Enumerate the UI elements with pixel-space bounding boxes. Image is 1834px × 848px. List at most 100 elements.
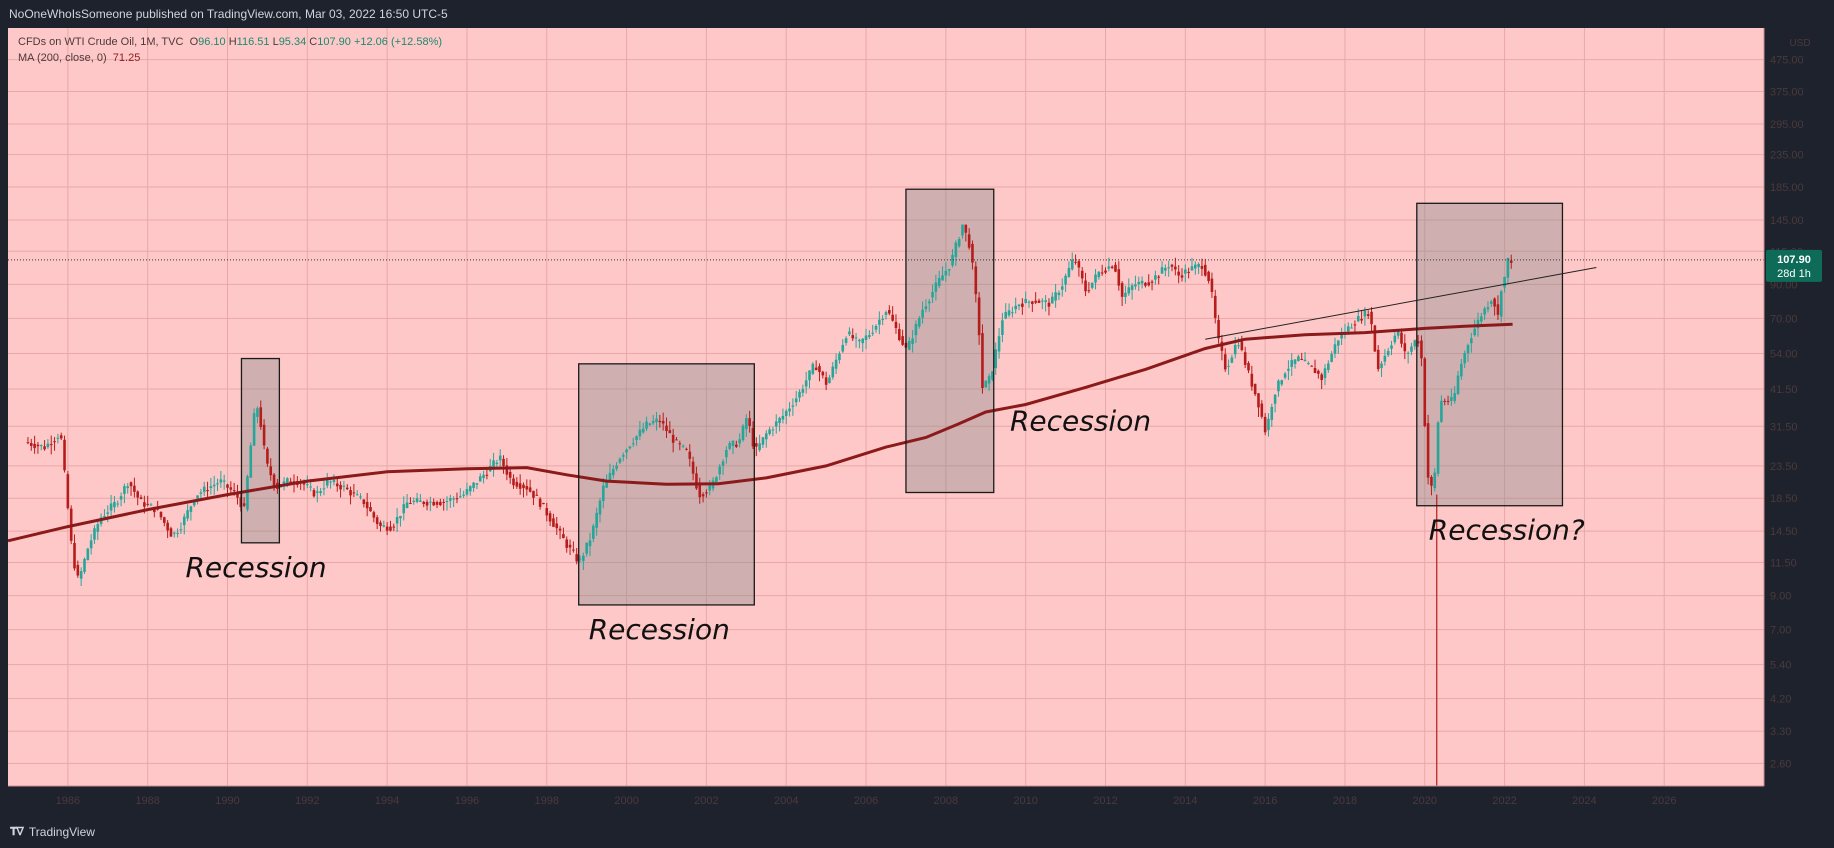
candle-body <box>562 534 565 539</box>
candle-body <box>1044 300 1047 303</box>
candle-body <box>1237 345 1240 347</box>
candle-body <box>631 443 635 445</box>
candle-body <box>1443 400 1447 402</box>
candle-body <box>1350 327 1353 329</box>
candle-body <box>1233 345 1237 355</box>
candle-body <box>1330 353 1333 362</box>
top-bar: NoOneWhoIsSomeone published on TradingVi… <box>0 0 1834 28</box>
candle-body <box>1057 292 1061 296</box>
candle-body <box>1007 310 1011 316</box>
candle-body <box>838 353 841 361</box>
candle-body <box>405 502 409 509</box>
y-tick-label: 5.40 <box>1770 660 1791 672</box>
candle-body <box>1297 356 1300 361</box>
candle-body <box>971 243 974 263</box>
candle-body <box>232 490 236 492</box>
candle-body <box>1074 261 1077 263</box>
x-tick-label: 1990 <box>215 795 239 807</box>
candle-body <box>1423 358 1427 427</box>
recession-label: Recession <box>589 613 730 646</box>
candle-body <box>123 486 126 494</box>
candle-body <box>468 486 472 492</box>
candle-body <box>1200 265 1204 269</box>
y-tick-label: 185.00 <box>1770 182 1804 194</box>
candle-body <box>1356 316 1360 322</box>
candle-body <box>532 490 535 498</box>
candle-body <box>811 363 815 374</box>
candle-body <box>871 332 874 334</box>
candle-body <box>455 498 459 500</box>
x-tick-label: 2012 <box>1093 795 1117 807</box>
candle-body <box>179 529 183 531</box>
candle-body <box>625 449 628 453</box>
candle-body <box>1137 281 1141 285</box>
candlestick-series <box>26 224 1513 587</box>
candle-body <box>1506 258 1510 278</box>
y-tick-label: 235.00 <box>1770 150 1804 162</box>
candle-body <box>1114 264 1117 272</box>
candle-body <box>552 518 555 527</box>
candle-body <box>59 435 63 439</box>
candle-body <box>1120 283 1124 297</box>
candle-body <box>186 510 189 519</box>
candle-body <box>658 420 662 423</box>
candle-body <box>159 511 163 518</box>
tradingview-brand[interactable]: 𝐓∇ TradingView <box>10 825 95 839</box>
candle-body <box>1217 319 1220 339</box>
candle-body <box>565 539 569 548</box>
candle-body <box>63 439 66 471</box>
candle-body <box>116 503 120 505</box>
candle-body <box>735 444 738 447</box>
candle-body <box>1227 365 1230 367</box>
candle-body <box>1047 302 1051 307</box>
candle-body <box>425 501 429 506</box>
x-tick-label: 2010 <box>1013 795 1037 807</box>
candle-body <box>1327 363 1330 370</box>
candle-body <box>332 479 336 483</box>
candle-body <box>199 492 203 494</box>
candle-body <box>1094 274 1097 283</box>
candle-body <box>216 483 219 485</box>
candle-body <box>1433 472 1437 489</box>
candle-body <box>482 474 485 479</box>
candle-body <box>881 318 884 320</box>
candle-body <box>675 439 678 441</box>
candle-body <box>369 507 372 512</box>
candle-body <box>535 494 539 496</box>
candle-body <box>169 528 173 537</box>
candle-body <box>1386 350 1390 356</box>
candle-body <box>638 429 642 437</box>
x-tick-label: 2018 <box>1333 795 1357 807</box>
candle-body <box>548 513 552 522</box>
candle-body <box>874 325 878 330</box>
candle-body <box>432 501 435 506</box>
candle-body <box>994 349 998 369</box>
candle-body <box>1210 278 1214 292</box>
grid-lines <box>8 28 1764 786</box>
candle-body <box>1157 276 1161 278</box>
candle-body <box>1373 325 1377 352</box>
candle-body <box>335 483 339 487</box>
x-tick-label: 2008 <box>934 795 958 807</box>
candle-body <box>981 333 984 388</box>
candle-body <box>525 486 529 490</box>
candle-body <box>688 451 692 459</box>
candle-body <box>758 443 761 451</box>
candle-body <box>89 540 93 549</box>
candle-body <box>315 491 319 493</box>
candle-body <box>242 503 246 506</box>
last-price-tag: 107.90 28d 1h <box>1766 249 1822 282</box>
candle-body <box>389 526 392 531</box>
candle-body <box>741 425 745 441</box>
candle-body <box>745 418 748 430</box>
candle-body <box>522 484 525 489</box>
y-tick-label: 3.30 <box>1770 726 1791 738</box>
candle-body <box>1247 362 1250 371</box>
candle-body <box>1097 271 1101 278</box>
candle-body <box>1499 291 1503 317</box>
candle-body <box>1413 340 1417 347</box>
candle-body <box>818 366 821 373</box>
open-value: 96.10 <box>198 36 226 48</box>
candle-body <box>1360 318 1363 321</box>
